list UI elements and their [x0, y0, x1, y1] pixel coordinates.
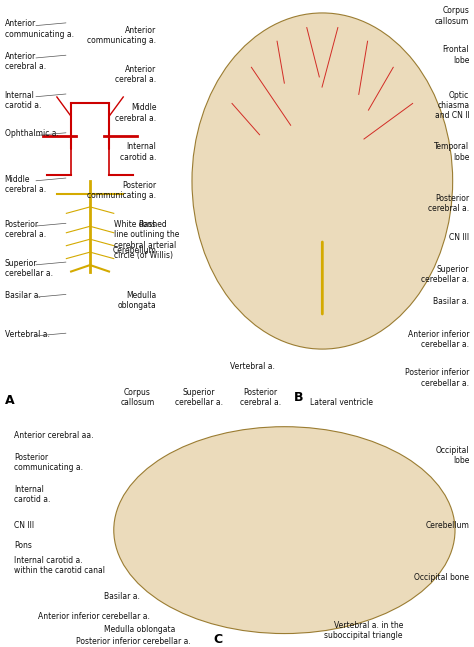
- Text: Posterior
communicating a.: Posterior communicating a.: [87, 181, 156, 201]
- Text: C: C: [213, 633, 223, 646]
- Text: Internal
carotid a.: Internal carotid a.: [120, 142, 156, 162]
- Text: Medulla
oblongata: Medulla oblongata: [118, 291, 156, 311]
- Text: Anterior
communicating a.: Anterior communicating a.: [87, 26, 156, 45]
- Text: Middle
cerebral a.: Middle cerebral a.: [5, 175, 46, 194]
- Text: Posterior inferior
cerebellar a.: Posterior inferior cerebellar a.: [405, 369, 469, 388]
- Text: Vertebral a.: Vertebral a.: [230, 362, 275, 371]
- Text: Basilar a.: Basilar a.: [433, 298, 469, 307]
- Text: Corpus
callosum: Corpus callosum: [435, 6, 469, 26]
- Text: Posterior
cerebral a.: Posterior cerebral a.: [428, 194, 469, 214]
- Text: Basilar a.: Basilar a.: [104, 592, 140, 601]
- Text: White dashed
line outlining the
cerebral arterial
circle (of Willis): White dashed line outlining the cerebral…: [114, 220, 179, 260]
- Text: Internal
carotid a.: Internal carotid a.: [5, 91, 41, 110]
- Text: Pons: Pons: [14, 540, 32, 549]
- Text: Vertebral a.: Vertebral a.: [5, 330, 50, 339]
- Text: Cerebellum: Cerebellum: [112, 246, 156, 255]
- Text: Vertebral a. in the
suboccipital triangle: Vertebral a. in the suboccipital triangl…: [324, 620, 403, 640]
- Text: Middle
cerebral a.: Middle cerebral a.: [115, 104, 156, 123]
- Text: Anterior inferior
cerebellar a.: Anterior inferior cerebellar a.: [408, 330, 469, 349]
- Text: Anterior
cerebral a.: Anterior cerebral a.: [115, 65, 156, 84]
- Text: Lateral ventricle: Lateral ventricle: [310, 399, 373, 408]
- Text: Frontal
lobe: Frontal lobe: [443, 45, 469, 65]
- Text: CN III: CN III: [449, 233, 469, 242]
- Text: B: B: [294, 391, 303, 404]
- Text: Posterior
cerebral a.: Posterior cerebral a.: [5, 220, 46, 239]
- Text: Medulla oblongata: Medulla oblongata: [104, 624, 176, 633]
- Text: Posterior
communicating a.: Posterior communicating a.: [14, 452, 83, 472]
- Ellipse shape: [114, 426, 455, 633]
- Text: Superior
cerebellar a.: Superior cerebellar a.: [5, 259, 53, 278]
- Text: Internal
carotid a.: Internal carotid a.: [14, 485, 51, 504]
- Ellipse shape: [192, 13, 453, 349]
- Text: Internal carotid a.
within the carotid canal: Internal carotid a. within the carotid c…: [14, 556, 105, 575]
- Text: Temporal
lobe: Temporal lobe: [434, 142, 469, 162]
- Text: Occipital
lobe: Occipital lobe: [436, 446, 469, 465]
- Text: Anterior inferior cerebellar a.: Anterior inferior cerebellar a.: [38, 611, 150, 620]
- Text: Anterior
communicating a.: Anterior communicating a.: [5, 19, 74, 39]
- Text: Occipital bone: Occipital bone: [414, 573, 469, 582]
- Text: Ophthalmic a.: Ophthalmic a.: [5, 129, 59, 138]
- Text: A: A: [5, 394, 14, 408]
- Text: Cerebellum: Cerebellum: [425, 521, 469, 530]
- Text: Superior
cerebellar a.: Superior cerebellar a.: [421, 265, 469, 285]
- Text: Posterior
cerebral a.: Posterior cerebral a.: [240, 388, 281, 408]
- Text: Anterior cerebral aa.: Anterior cerebral aa.: [14, 431, 94, 439]
- Text: Superior
cerebellar a.: Superior cerebellar a.: [175, 388, 223, 408]
- Text: Posterior inferior cerebellar a.: Posterior inferior cerebellar a.: [76, 637, 191, 646]
- Text: Anterior
cerebral a.: Anterior cerebral a.: [5, 52, 46, 71]
- Text: Basilar a.: Basilar a.: [5, 291, 41, 300]
- Text: Corpus
callosum: Corpus callosum: [120, 388, 155, 408]
- Text: Optic
chiasma
and CN II: Optic chiasma and CN II: [435, 91, 469, 120]
- Text: CN III: CN III: [14, 521, 34, 530]
- Text: Pons: Pons: [138, 220, 156, 229]
